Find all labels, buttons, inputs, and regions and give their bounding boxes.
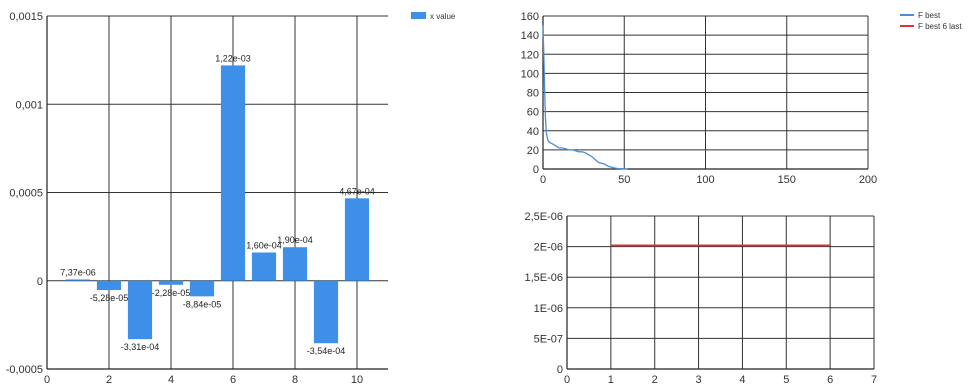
bar-data-label: 1,60e-04 <box>246 241 282 251</box>
f-best-line <box>542 25 628 170</box>
x-tick-label: 4 <box>168 374 174 386</box>
x-tick-label: 50 <box>618 174 630 186</box>
y-tick-label: 160 <box>521 11 539 23</box>
y-tick-label: 0 <box>533 164 539 176</box>
x-tick-label: 6 <box>827 374 833 386</box>
y-tick-label: 0,001 <box>15 99 43 111</box>
y-tick-label: 20 <box>527 145 539 157</box>
bar <box>220 65 246 281</box>
legend-label-f-best-6-last: F best 6 last <box>918 22 962 31</box>
x-tick-label: 4 <box>739 374 745 386</box>
bar <box>282 247 308 281</box>
bar-data-label: 7,37e-06 <box>60 267 96 277</box>
y-tick-label: 40 <box>527 126 539 138</box>
bar <box>158 280 184 285</box>
y-tick-label: 120 <box>521 49 539 61</box>
legend-label: x value <box>430 12 456 21</box>
x-tick-label: 200 <box>859 174 877 186</box>
x-tick-label: 100 <box>696 174 714 186</box>
f-best-6-last-line-chart: 0 5E-07 1E-06 1,5E-06 2E-06 2,5E-06 0 1 2 3 4 5 6 7 <box>524 211 877 386</box>
bar-data-label: 1,90e-04 <box>277 235 313 245</box>
bar <box>127 280 153 340</box>
bar-data-label: 4,67e-04 <box>339 186 375 196</box>
x-tick-label: 6 <box>230 374 236 386</box>
x-tick-label: 7 <box>871 374 877 386</box>
legend-label-f-best: F best <box>918 11 941 20</box>
bar <box>344 198 370 281</box>
x-tick-label: 0 <box>564 374 570 386</box>
x-tick-label: 8 <box>292 374 298 386</box>
x-tick-label: 2 <box>106 374 112 386</box>
x-tick-label: 150 <box>778 174 796 186</box>
y-tick-label: 0 <box>37 276 43 288</box>
x-tick-label: 10 <box>351 374 363 386</box>
y-tick-label: 100 <box>521 68 539 80</box>
x-tick-label: 2 <box>652 374 658 386</box>
bar-data-label: 1,22e-03 <box>215 53 251 63</box>
y-tick-label: 0,0015 <box>9 11 43 23</box>
y-tick-label: 2,5E-06 <box>524 211 563 223</box>
bar <box>313 280 339 344</box>
y-tick-label: -0,0005 <box>6 364 43 376</box>
y-tick-label: 80 <box>527 88 539 100</box>
y-tick-label: 1,5E-06 <box>524 272 563 284</box>
y-tick-label: 0,0005 <box>9 188 43 200</box>
x-tick-label: 5 <box>783 374 789 386</box>
f-best-line-chart: 0 20 40 60 80 100 120 140 160 0 50 100 150 200 F best F… <box>521 11 963 186</box>
x-tick-label: 0 <box>540 174 546 186</box>
bar-data-label: -3,31e-04 <box>121 342 160 352</box>
bar-data-label: -8,84e-05 <box>183 299 222 309</box>
bar <box>65 279 91 281</box>
bar <box>96 280 122 291</box>
x-tick-label: 0 <box>44 374 50 386</box>
x-tick-label: 1 <box>608 374 614 386</box>
bar <box>189 280 215 297</box>
y-tick-label: 5E-07 <box>534 333 563 345</box>
y-tick-label: 140 <box>521 30 539 42</box>
bar <box>251 252 277 281</box>
bar-data-label: -5,28e-05 <box>90 293 129 303</box>
y-tick-label: 60 <box>527 107 539 119</box>
legend-swatch <box>411 12 426 19</box>
bar-data-label: -2,28e-05 <box>152 288 191 298</box>
bar-data-label: -3,54e-04 <box>307 346 346 356</box>
x-tick-label: 3 <box>696 374 702 386</box>
y-tick-label: 2E-06 <box>534 242 563 254</box>
y-tick-label: 1E-06 <box>534 303 563 315</box>
y-tick-label: 0 <box>557 364 563 376</box>
